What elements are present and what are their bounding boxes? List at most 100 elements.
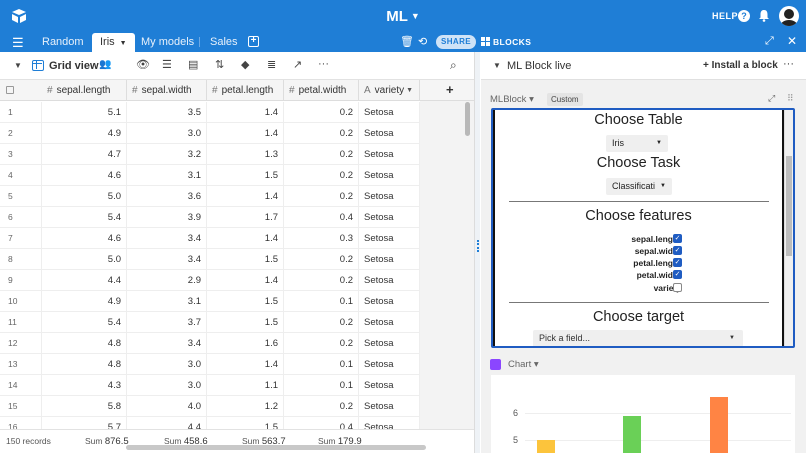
column-header[interactable]: # petal.length [207,80,284,101]
chevron-down-icon[interactable]: ▼ [406,87,413,94]
table-row[interactable]: 6 5.4 3.9 1.7 0.4 Setosa [0,207,420,228]
app-logo-icon[interactable] [11,8,27,24]
table-cell[interactable]: 0.2 [284,123,359,144]
row-height-icon[interactable]: ≣ [267,59,277,71]
table-cell[interactable]: 1.4 [207,354,284,375]
share-button[interactable]: SHARE [436,35,477,49]
table-cell[interactable]: Setosa [359,417,420,438]
table-cell[interactable]: 3.4 [127,228,207,249]
table-cell[interactable]: 5.8 [42,396,127,417]
table-row[interactable]: 3 4.7 3.2 1.3 0.2 Setosa [0,144,420,165]
table-cell[interactable]: 1.4 [207,228,284,249]
table-cell[interactable]: 0.1 [284,291,359,312]
feature-checkbox[interactable]: ✓ [673,258,682,267]
sum-summary[interactable]: Sum 179.9 [318,436,362,447]
tab-random[interactable]: Random [42,36,84,48]
table-cell[interactable]: 0.2 [284,165,359,186]
drag-handle-icon[interactable]: ⠿ [787,93,794,103]
table-cell[interactable]: 1.5 [207,417,284,438]
table-cell[interactable]: 0.1 [284,375,359,396]
table-cell[interactable]: 1.2 [207,396,284,417]
table-cell[interactable]: 5.4 [42,207,127,228]
vertical-scrollbar[interactable] [465,102,470,136]
help-icon[interactable]: ? [738,10,750,22]
group-icon[interactable]: ▤ [188,59,199,71]
table-cell[interactable]: 0.2 [284,396,359,417]
table-cell[interactable]: 5.0 [42,249,127,270]
install-block-button[interactable]: + Install a block [703,60,778,71]
tab-sales[interactable]: Sales [210,36,238,48]
add-field-icon[interactable]: + [446,82,454,97]
table-cell[interactable]: 3.2 [127,144,207,165]
table-cell[interactable]: 0.2 [284,186,359,207]
table-cell[interactable]: 4.8 [42,354,127,375]
table-row[interactable]: 1 5.1 3.5 1.4 0.2 Setosa [0,102,420,123]
table-cell[interactable]: 1.6 [207,333,284,354]
table-cell[interactable]: Setosa [359,165,420,186]
expand-icon[interactable]: ⤢ [768,93,776,103]
table-cell[interactable]: 1.4 [207,123,284,144]
table-cell[interactable]: 3.6 [127,186,207,207]
block-scrollbar[interactable] [784,110,793,346]
table-cell[interactable]: Setosa [359,144,420,165]
table-cell[interactable]: 0.4 [284,207,359,228]
column-header[interactable]: # sepal.width [127,80,207,101]
table-row[interactable]: 4 4.6 3.1 1.5 0.2 Setosa [0,165,420,186]
feature-checkbox[interactable]: ✓ [673,234,682,243]
table-cell[interactable]: Setosa [359,291,420,312]
close-icon[interactable]: ✕ [787,34,798,48]
panel-resize-handle[interactable] [474,52,480,453]
table-cell[interactable]: 0.2 [284,312,359,333]
trash-icon[interactable]: 🗑 [400,36,414,48]
table-cell[interactable]: 0.2 [284,102,359,123]
history-icon[interactable]: ⟲ [418,36,428,48]
hamburger-menu-icon[interactable]: ☰ [12,35,24,50]
table-cell[interactable]: 0.2 [284,333,359,354]
table-cell[interactable]: 3.0 [127,123,207,144]
target-select[interactable]: Pick a field... ▼ [533,330,743,346]
table-cell[interactable]: 3.4 [127,333,207,354]
sum-summary[interactable]: Sum 563.7 [242,436,286,447]
view-name[interactable]: Grid view [49,60,99,72]
tab-my-models[interactable]: My models [141,36,195,48]
table-row[interactable]: 5 5.0 3.6 1.4 0.2 Setosa [0,186,420,207]
table-row[interactable]: 14 4.3 3.0 1.1 0.1 Setosa [0,375,420,396]
table-cell[interactable]: 3.0 [127,375,207,396]
column-header[interactable]: # sepal.length [42,80,127,101]
table-cell[interactable]: 3.7 [127,312,207,333]
table-cell[interactable]: 3.1 [127,291,207,312]
share-view-icon[interactable]: ↗ [293,59,303,71]
table-row[interactable]: 2 4.9 3.0 1.4 0.2 Setosa [0,123,420,144]
table-cell[interactable]: Setosa [359,375,420,396]
table-cell[interactable]: 0.2 [284,249,359,270]
table-select[interactable]: Iris ▼ [606,135,668,152]
table-cell[interactable]: 0.2 [284,270,359,291]
more-icon[interactable]: ··· [783,58,794,70]
table-cell[interactable]: 3.0 [127,354,207,375]
task-select[interactable]: Classificati ▼ [606,178,672,195]
table-cell[interactable]: 5.1 [42,102,127,123]
table-cell[interactable]: 1.5 [207,291,284,312]
dashboard-name[interactable]: ML Block live [507,60,572,72]
table-cell[interactable]: 2.9 [127,270,207,291]
table-cell[interactable]: Setosa [359,186,420,207]
table-cell[interactable]: 4.3 [42,375,127,396]
block-name[interactable]: MLBlock ▾ [490,94,534,105]
table-row[interactable]: 15 5.8 4.0 1.2 0.2 Setosa [0,396,420,417]
table-cell[interactable]: Setosa [359,333,420,354]
table-cell[interactable]: 0.2 [284,144,359,165]
search-icon[interactable]: ⌕ [450,58,457,72]
feature-checkbox[interactable]: ✓ [673,270,682,279]
table-cell[interactable]: 1.4 [207,102,284,123]
feature-checkbox[interactable]: ✓ [673,246,682,255]
table-cell[interactable]: 1.1 [207,375,284,396]
table-row[interactable]: 13 4.8 3.0 1.4 0.1 Setosa [0,354,420,375]
table-cell[interactable]: 1.5 [207,312,284,333]
bell-icon[interactable] [758,9,770,22]
base-title[interactable]: ML ▼ [386,8,420,25]
table-row[interactable]: 7 4.6 3.4 1.4 0.3 Setosa [0,228,420,249]
horizontal-scrollbar[interactable] [126,445,426,450]
people-icon[interactable]: 👥 [99,59,112,70]
table-cell[interactable]: 1.4 [207,270,284,291]
table-cell[interactable]: 4.7 [42,144,127,165]
